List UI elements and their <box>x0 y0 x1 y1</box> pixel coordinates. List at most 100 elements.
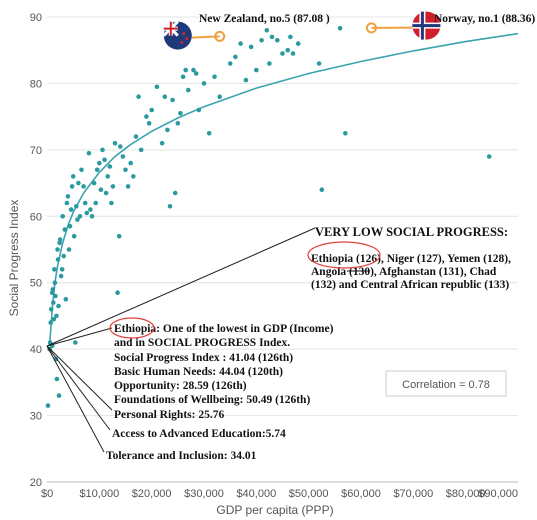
data-point <box>125 184 131 189</box>
data-point <box>486 154 492 159</box>
data-point <box>58 273 64 279</box>
grid-lines <box>47 16 518 417</box>
new-zealand-flag-icon <box>162 20 192 50</box>
norway-label: Norway, no.1 (88.36) <box>434 13 535 25</box>
data-point <box>59 267 65 272</box>
data-point <box>54 376 60 382</box>
data-point <box>253 67 259 73</box>
x-tick-label: $0 <box>41 488 53 500</box>
data-point <box>175 121 181 126</box>
data-point <box>183 67 188 73</box>
data-point <box>68 207 74 212</box>
data-point <box>233 54 238 60</box>
data-point <box>243 77 249 83</box>
leader-very-low <box>46 227 316 347</box>
data-point <box>285 47 291 53</box>
data-point <box>74 204 79 209</box>
data-point <box>217 94 222 99</box>
data-point <box>196 107 202 113</box>
new-zealand-label: New Zealand, no.5 (87.08 ) <box>199 13 330 25</box>
data-point <box>79 167 84 173</box>
ethiopia-highlight-ellipse <box>307 241 381 269</box>
trend-line <box>48 32 519 346</box>
data-point <box>98 187 104 192</box>
data-point <box>66 247 72 252</box>
y-tick-label: 90 <box>30 12 42 24</box>
leader-personal-rights <box>46 345 113 411</box>
data-point <box>165 127 170 133</box>
data-point <box>316 61 322 66</box>
data-point <box>81 184 86 189</box>
data-point <box>50 287 56 292</box>
data-point <box>56 303 61 309</box>
data-point <box>54 313 59 319</box>
data-point <box>70 174 76 179</box>
data-point <box>146 121 152 126</box>
data-point <box>103 190 109 196</box>
data-point <box>55 247 60 252</box>
data-point <box>343 131 348 136</box>
data-point <box>280 51 285 56</box>
x-tick-label: $50,000 <box>289 488 329 500</box>
data-point <box>102 157 107 163</box>
data-point <box>55 257 61 262</box>
data-point <box>288 34 293 40</box>
data-point <box>115 290 120 296</box>
data-point <box>149 107 154 113</box>
data-point <box>212 74 217 80</box>
leader-ethiopia <box>46 327 113 347</box>
data-point <box>107 164 113 169</box>
y-tick-label: 80 <box>30 78 42 90</box>
data-point <box>118 144 123 149</box>
data-point <box>45 403 51 408</box>
flag-connector <box>191 35 220 39</box>
x-tick-label: $90,000 <box>478 488 518 500</box>
data-point <box>61 253 66 259</box>
data-point <box>112 140 118 146</box>
data-point <box>238 41 243 46</box>
data-point <box>51 317 57 322</box>
y-tick-label: 40 <box>30 344 42 356</box>
data-point <box>97 160 102 166</box>
data-point <box>105 174 110 179</box>
y-tick-label: 20 <box>30 477 42 489</box>
data-point <box>56 393 62 398</box>
data-point <box>53 293 58 299</box>
data-point <box>89 214 95 219</box>
data-point <box>71 233 77 239</box>
data-point <box>110 184 116 189</box>
leader-tolerance <box>46 345 105 453</box>
data-point <box>186 87 191 93</box>
data-point <box>120 154 126 159</box>
y-axis-title: Social Progress Index <box>7 200 21 317</box>
leader-education <box>46 345 111 431</box>
y-tick-label: 60 <box>30 211 42 223</box>
x-tick-label: $70,000 <box>393 488 433 500</box>
data-point <box>167 204 173 209</box>
ethiopia-stat-opportunity: Opportunity: 28.59 (126th) <box>114 380 247 392</box>
ethiopia-stat-bhn: Basic Human Needs: 44.04 (120th) <box>114 366 283 378</box>
x-axis-ticks: $0 $10,000 $20,000 $30,000 $40,000 $50,000 $60… <box>41 488 518 500</box>
data-point <box>227 61 233 66</box>
data-point <box>94 167 100 173</box>
data-point <box>259 38 264 43</box>
data-point <box>267 61 272 66</box>
data-point <box>206 131 212 136</box>
data-point <box>93 200 98 206</box>
data-point <box>170 97 175 103</box>
x-tick-label: $60,000 <box>341 488 381 500</box>
data-point <box>290 51 296 56</box>
data-point <box>69 184 75 189</box>
data-point <box>67 223 73 229</box>
data-point <box>75 217 80 222</box>
norway-flag-icon <box>412 11 441 40</box>
ethiopia-subtitle: and in SOCIAL PROGRESS Index. <box>114 337 290 349</box>
data-point <box>84 210 90 216</box>
data-point <box>269 34 275 40</box>
data-point <box>52 267 57 272</box>
y-tick-label: 50 <box>30 278 42 290</box>
data-point <box>86 150 92 156</box>
data-point <box>193 71 199 76</box>
y-tick-label: 30 <box>30 411 42 423</box>
data-point <box>48 307 54 312</box>
